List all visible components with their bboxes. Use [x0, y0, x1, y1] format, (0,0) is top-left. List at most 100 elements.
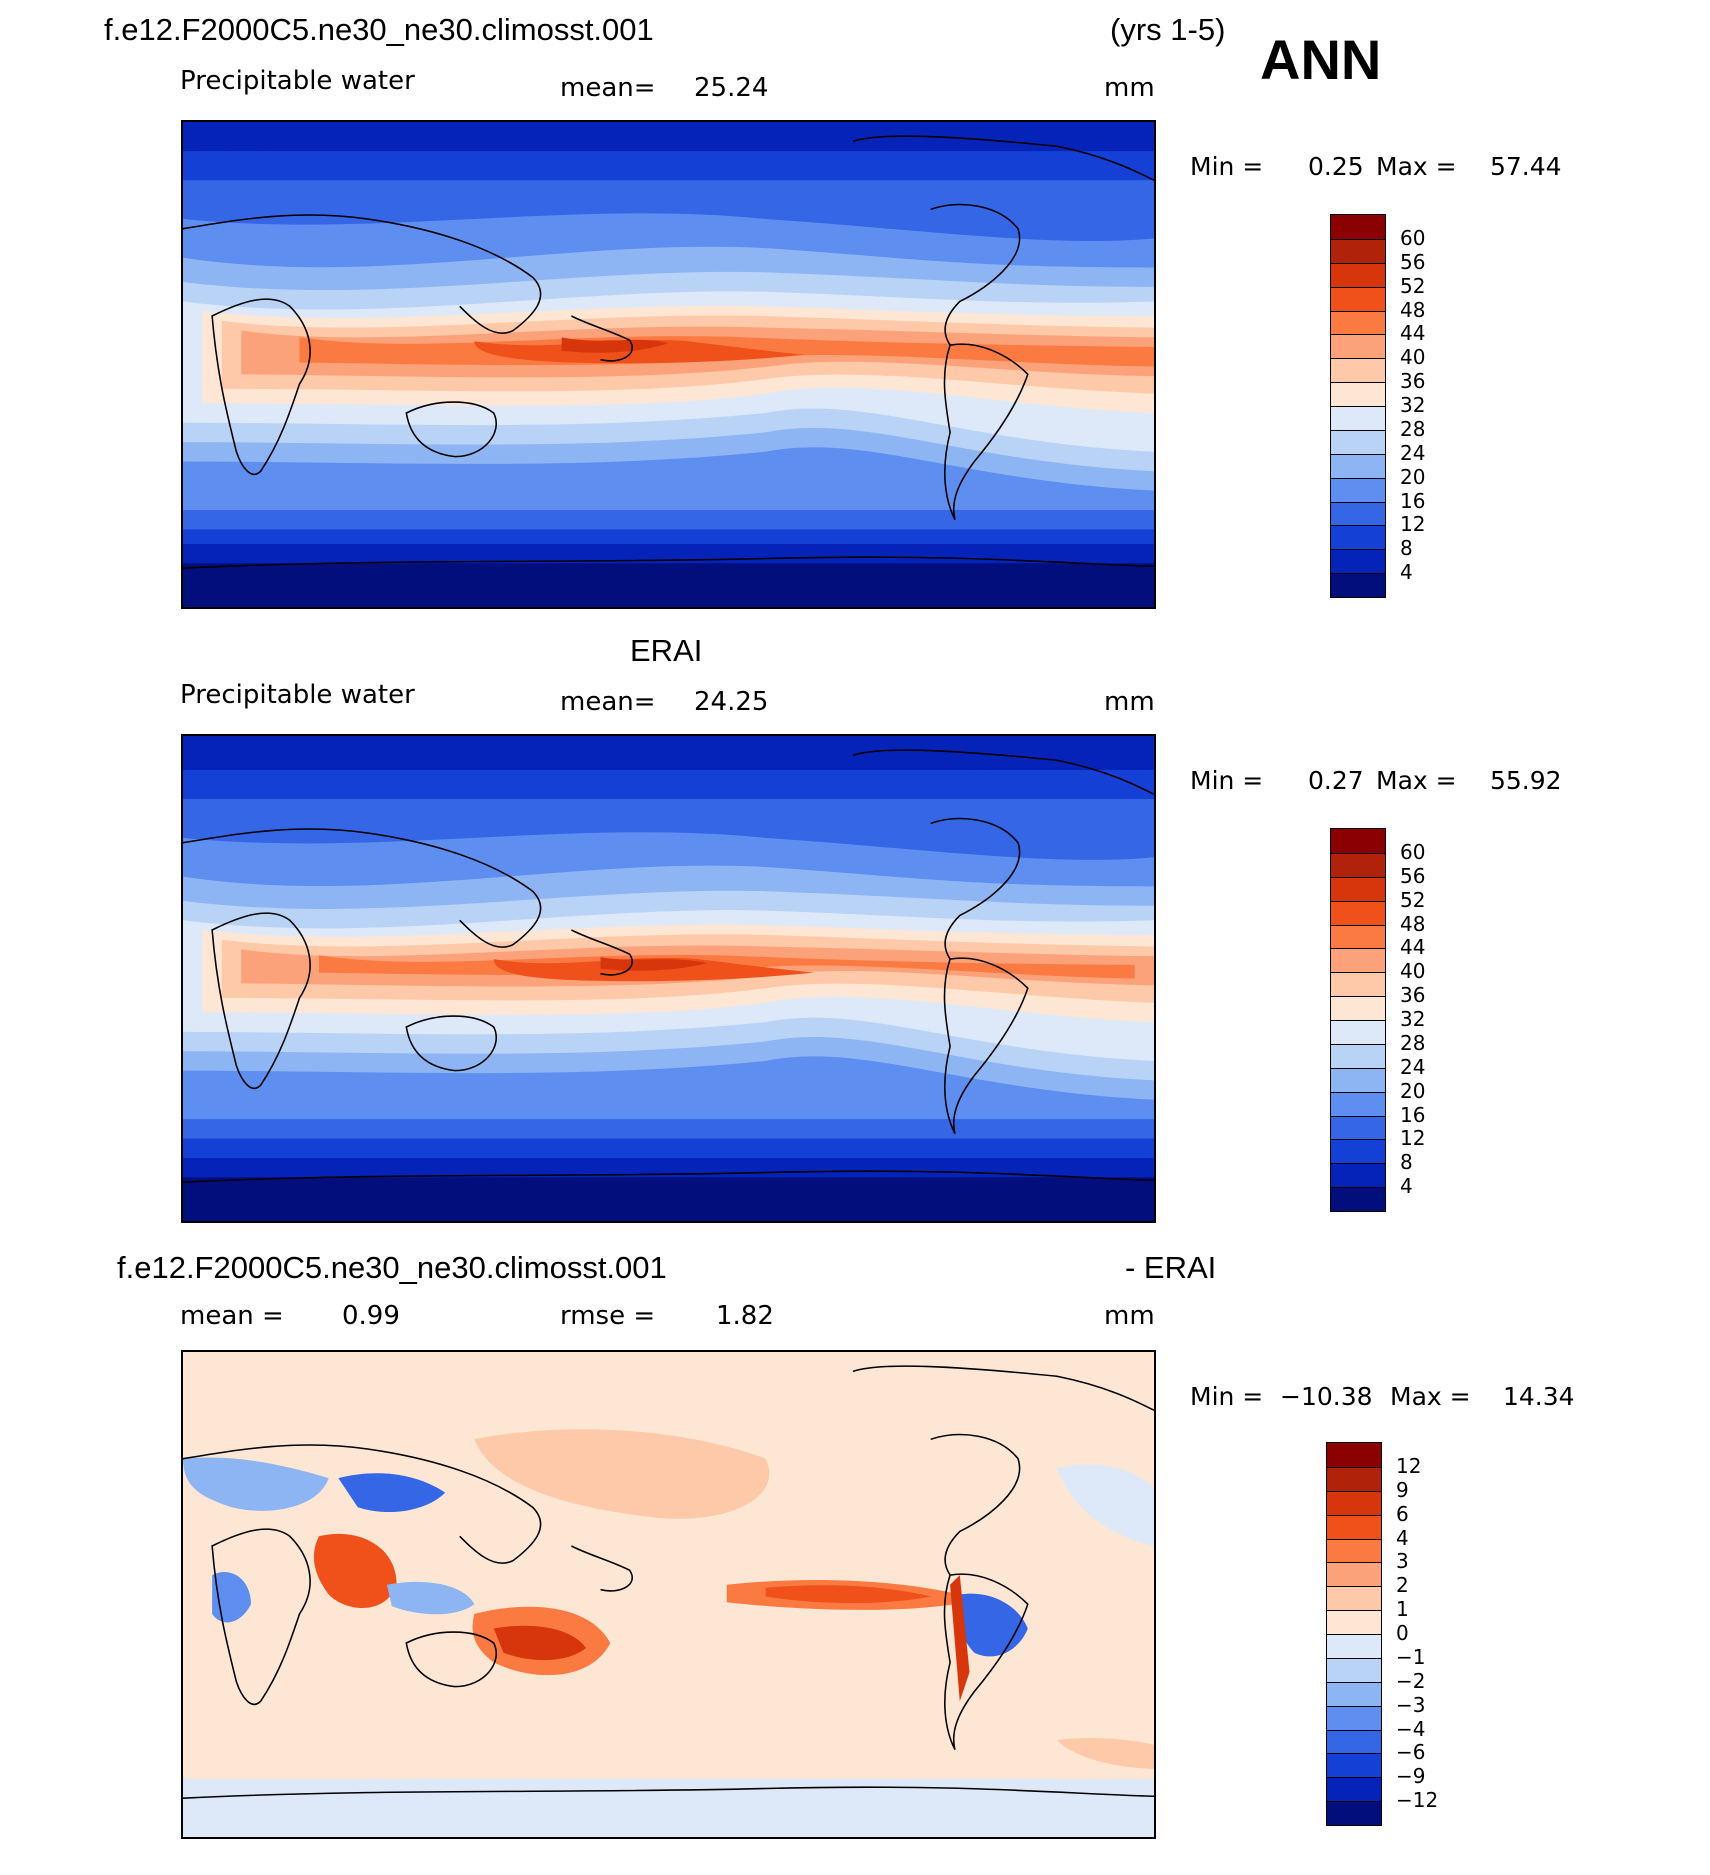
panel2-map	[181, 734, 1156, 1223]
colorbar-tick-label: 44	[1400, 321, 1426, 346]
colorbar-tick-label: 9	[1396, 1477, 1409, 1502]
colorbar-tick-label: 56	[1400, 249, 1426, 274]
panel1-colorbar	[1330, 214, 1386, 598]
colorbar-tick-label: 32	[1400, 1007, 1426, 1031]
colorbar-tick-label: 36	[1400, 983, 1426, 1008]
colorbar-tick-label: −2	[1396, 1668, 1426, 1693]
colorbar-swatch	[1331, 948, 1385, 973]
panel3-max-label: Max =	[1390, 1382, 1471, 1411]
colorbar-swatch	[1331, 1187, 1385, 1211]
colorbar-swatch	[1331, 1115, 1385, 1140]
colorbar-swatch	[1331, 262, 1385, 287]
colorbar-tick-label: −1	[1396, 1644, 1426, 1669]
colorbar-swatch	[1331, 1163, 1385, 1188]
colorbar-swatch	[1327, 1562, 1381, 1587]
colorbar-tick-label: 28	[1400, 1030, 1426, 1055]
colorbar-swatch	[1331, 876, 1385, 901]
panel1-max-label: Max =	[1376, 152, 1457, 181]
panel2-variable-name: Precipitable water	[180, 680, 415, 710]
panel1-variable-name: Precipitable water	[180, 66, 415, 96]
colorbar-tick-label: 24	[1400, 440, 1426, 465]
colorbar-swatch	[1331, 310, 1385, 335]
colorbar-swatch	[1331, 996, 1385, 1020]
panel1-years-label: (yrs 1-5)	[1110, 12, 1226, 47]
panel3-units: mm	[1104, 1301, 1155, 1331]
colorbar-swatch	[1331, 900, 1385, 925]
colorbar-tick-label: 8	[1400, 1150, 1413, 1175]
colorbar-swatch	[1331, 406, 1385, 430]
colorbar-swatch	[1331, 549, 1385, 574]
colorbar-swatch	[1331, 924, 1385, 949]
panel3-min-label: Min =	[1190, 1382, 1264, 1411]
panel1-map	[181, 120, 1156, 609]
panel1-case-title: f.e12.F2000C5.ne30_ne30.climosst.001	[104, 12, 654, 47]
colorbar-swatch	[1331, 1091, 1385, 1116]
panel3-map	[181, 1350, 1156, 1839]
panel2-units: mm	[1104, 687, 1155, 717]
colorbar-tick-label: −9	[1396, 1764, 1426, 1789]
colorbar-swatch	[1331, 972, 1385, 997]
panel2-max-value: 55.92	[1490, 766, 1562, 795]
panel3-rmse-label: rmse =	[560, 1301, 656, 1331]
colorbar-tick-label: −6	[1396, 1740, 1426, 1765]
colorbar-tick-label: 60	[1400, 839, 1426, 864]
colorbar-tick-label: 44	[1400, 935, 1426, 960]
colorbar-tick-label: 20	[1400, 1078, 1426, 1103]
colorbar-swatch	[1331, 829, 1385, 853]
colorbar-swatch	[1327, 1443, 1381, 1467]
colorbar-tick-label: 36	[1400, 369, 1426, 394]
colorbar-swatch	[1331, 286, 1385, 311]
colorbar-swatch	[1331, 1020, 1385, 1044]
panel2-max-label: Max =	[1376, 766, 1457, 795]
colorbar-tick-label: 16	[1400, 488, 1426, 513]
colorbar-tick-label: −4	[1396, 1716, 1426, 1741]
colorbar-swatch	[1327, 1777, 1381, 1802]
colorbar-swatch	[1331, 1067, 1385, 1092]
colorbar-tick-label: 24	[1400, 1054, 1426, 1079]
colorbar-tick-label: 4	[1396, 1525, 1409, 1550]
colorbar-swatch	[1327, 1705, 1381, 1730]
colorbar-tick-label: 6	[1396, 1501, 1409, 1526]
colorbar-tick-label: 48	[1400, 911, 1426, 936]
colorbar-swatch	[1327, 1586, 1381, 1611]
colorbar-tick-label: 40	[1400, 959, 1426, 984]
colorbar-tick-label: 32	[1400, 393, 1426, 417]
colorbar-swatch	[1327, 1681, 1381, 1706]
colorbar-swatch	[1327, 1801, 1381, 1825]
colorbar-swatch	[1331, 1043, 1385, 1068]
colorbar-tick-label: 40	[1400, 345, 1426, 370]
panel1-mean-label: mean=	[560, 73, 656, 103]
colorbar-swatch	[1331, 525, 1385, 550]
colorbar-swatch	[1331, 852, 1385, 877]
panel1-mean-value: 25.24	[694, 73, 769, 103]
season-label: ANN	[1260, 28, 1382, 91]
panel2-min-value: 0.27	[1308, 766, 1364, 795]
colorbar-swatch	[1331, 334, 1385, 359]
colorbar-tick-label: 0	[1396, 1621, 1409, 1645]
panel2-min-label: Min =	[1190, 766, 1264, 795]
colorbar-swatch	[1331, 453, 1385, 478]
panel2-mean-label: mean=	[560, 687, 656, 717]
panel2-colorbar	[1330, 828, 1386, 1212]
panel3-min-value: −10.38	[1280, 1382, 1373, 1411]
panel1-max-value: 57.44	[1490, 152, 1562, 181]
panel3-max-value: 14.34	[1503, 1382, 1575, 1411]
colorbar-tick-label: 28	[1400, 416, 1426, 441]
panel1-min-label: Min =	[1190, 152, 1264, 181]
colorbar-tick-label: 4	[1400, 1174, 1413, 1199]
colorbar-swatch	[1327, 1729, 1381, 1754]
colorbar-swatch	[1327, 1466, 1381, 1491]
panel3-mean-value: 0.99	[342, 1301, 400, 1331]
colorbar-tick-label: −3	[1396, 1692, 1426, 1717]
colorbar-swatch	[1331, 477, 1385, 502]
colorbar-swatch	[1331, 429, 1385, 454]
colorbar-swatch	[1327, 1610, 1381, 1634]
colorbar-tick-label: −12	[1396, 1788, 1439, 1813]
colorbar-swatch	[1327, 1657, 1381, 1682]
colorbar-tick-label: 4	[1400, 560, 1413, 585]
colorbar-tick-label: 16	[1400, 1102, 1426, 1127]
panel1-units: mm	[1104, 73, 1155, 103]
colorbar-tick-label: 52	[1400, 273, 1426, 298]
colorbar-swatch	[1331, 215, 1385, 239]
colorbar-swatch	[1327, 1538, 1381, 1563]
